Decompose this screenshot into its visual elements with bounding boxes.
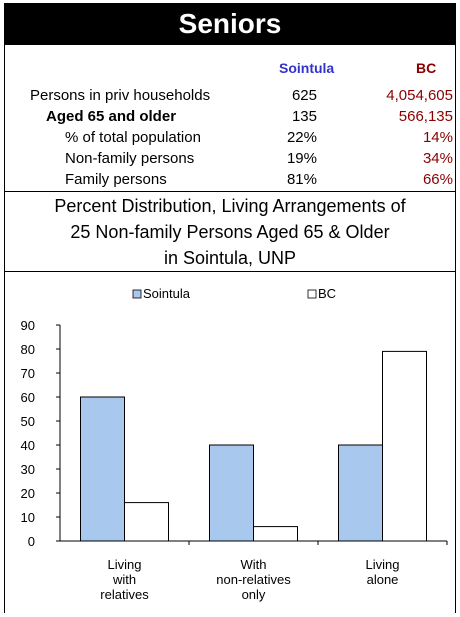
legend-label: Sointula <box>143 286 191 301</box>
x-category-label: Living <box>366 557 400 572</box>
chart-subtitle: Percent Distribution, Living Arrangement… <box>5 193 455 272</box>
bar-sointula <box>338 444 383 542</box>
y-tick-label: 80 <box>21 342 35 357</box>
bc-value: 566,135 <box>398 108 453 125</box>
legend-swatch <box>132 289 142 299</box>
y-tick-label: 40 <box>21 438 35 453</box>
row-label: Non-family persons <box>65 150 195 167</box>
row-label: Persons in priv households <box>30 87 211 104</box>
stats-table: Sointula BC Persons in priv households 62… <box>5 45 455 192</box>
column-header-sointula: Sointula <box>279 60 335 76</box>
subtitle-line: 25 Non-family Persons Aged 65 & Older <box>70 222 390 242</box>
x-category-label: With <box>241 557 267 572</box>
sointula-value: 135 <box>291 108 317 125</box>
bar-bc <box>382 350 427 542</box>
y-tick-label: 90 <box>21 318 35 333</box>
x-category-label: with <box>112 572 136 587</box>
legend-label: BC <box>318 286 336 301</box>
row-label: Aged 65 and older <box>46 108 177 125</box>
bar-bc <box>253 526 298 542</box>
legend-swatch <box>307 289 317 299</box>
x-category-label: non-relatives <box>216 572 291 587</box>
y-tick-label: 20 <box>21 486 35 501</box>
column-header-bc: BC <box>416 60 437 76</box>
sointula-value: 81% <box>286 171 317 188</box>
y-tick-label: 70 <box>21 366 35 381</box>
bar-sointula <box>80 396 125 542</box>
bar-sointula <box>209 444 254 542</box>
sointula-value: 625 <box>291 87 317 104</box>
x-category-label: Living <box>108 557 142 572</box>
y-tick-label: 10 <box>21 510 35 525</box>
stats-row: % of total population 22% 14% <box>5 129 455 150</box>
y-tick-label: 60 <box>21 390 35 405</box>
row-label: % of total population <box>65 129 201 146</box>
x-category-label: relatives <box>100 587 149 602</box>
y-tick-label: 30 <box>21 462 35 477</box>
sointula-value: 19% <box>286 150 317 167</box>
bc-value: 34% <box>422 150 453 167</box>
y-tick-label: 0 <box>28 534 35 549</box>
stats-row: Aged 65 and older 135 566,135 <box>5 108 455 129</box>
stats-row: Persons in priv households 625 4,054,605 <box>5 87 455 108</box>
bar-chart: Sointula BC0102030405060708090Livingwithr… <box>21 286 448 602</box>
seniors-panel: Seniors Sointula BC Persons in priv hous… <box>4 3 456 613</box>
x-category-label: only <box>242 587 266 602</box>
subtitle-line: Percent Distribution, Living Arrangement… <box>54 196 406 216</box>
subtitle-line: in Sointula, UNP <box>163 248 297 268</box>
x-category-label: alone <box>367 572 399 587</box>
bar-bc <box>124 502 169 542</box>
stats-row: Family persons 81% 66% <box>5 171 455 192</box>
bc-value: 14% <box>422 129 453 146</box>
page-title: Seniors <box>5 3 455 45</box>
y-tick-label: 50 <box>21 414 35 429</box>
bc-value: 4,054,605 <box>386 87 453 104</box>
sointula-value: 22% <box>286 129 317 146</box>
stats-row: Non-family persons 19% 34% <box>5 150 455 171</box>
bc-value: 66% <box>422 171 453 188</box>
row-label: Family persons <box>65 171 167 188</box>
